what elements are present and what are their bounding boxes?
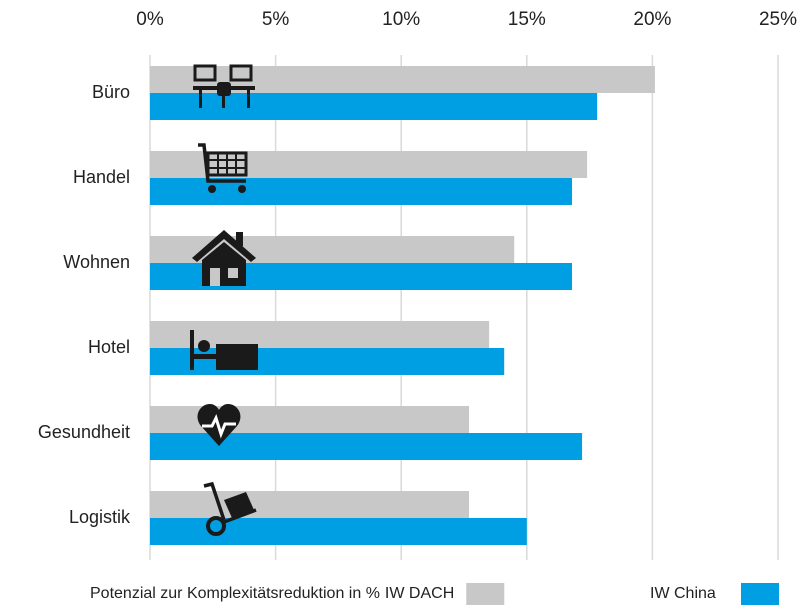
legend: Potenzial zur Komplexitätsreduktion in %… [90, 583, 779, 605]
legend-swatch [741, 583, 779, 605]
icon-handtruck [203, 481, 257, 536]
bar [150, 491, 470, 518]
icon-bed [190, 330, 258, 370]
x-tick-label: 25% [759, 9, 797, 30]
y-tick-label: Handel [73, 167, 130, 187]
x-tick-label: 5% [262, 9, 290, 30]
x-tick-label: 20% [633, 9, 671, 30]
icon-office [193, 64, 255, 108]
x-tick-label: 10% [382, 9, 420, 30]
bar [150, 518, 527, 545]
icons [190, 64, 258, 536]
x-tick-label: 15% [508, 9, 546, 30]
y-tick-label: Wohnen [63, 252, 130, 272]
y-tick-label: Hotel [88, 337, 130, 357]
icon-cart [198, 143, 248, 193]
icon-house [192, 230, 256, 286]
y-tick-label: Büro [92, 82, 130, 102]
x-axis-label: Potenzial zur Komplexitätsreduktion in % [90, 585, 380, 602]
x-tick-label: 0% [136, 9, 164, 30]
bar [150, 348, 505, 375]
y-tick-label: Logistik [69, 507, 131, 527]
icon-heart [197, 404, 241, 446]
legend-swatch [466, 583, 505, 605]
bar [150, 93, 598, 120]
legend-label: IW DACH [385, 585, 454, 602]
y-tick-label: Gesundheit [38, 422, 130, 442]
legend-label: IW China [650, 585, 716, 602]
plot [149, 55, 779, 560]
